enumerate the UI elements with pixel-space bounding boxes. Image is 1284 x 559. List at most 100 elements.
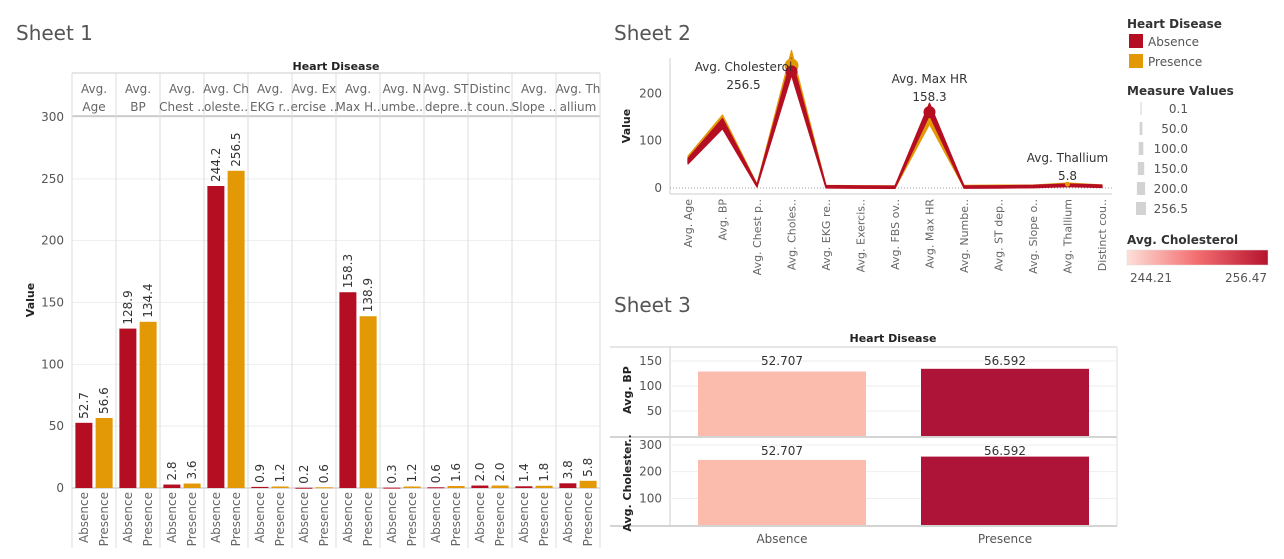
x-tick-label: Avg. Choles.. [786,199,799,270]
x-tick-label: Distinct cou.. [1096,199,1109,271]
bar-value-label: 134.4 [141,283,155,317]
y-tick-label: 150 [41,296,64,310]
x-tick-label: Avg. Thallium [1062,199,1075,274]
x-group-label: Absence [473,492,487,543]
bar-presence [447,486,465,488]
column-header: t coun.. [467,100,512,114]
x-group-label: Presence [141,492,155,546]
x-group-label: Presence [317,492,331,546]
column-header: Max H.. [335,100,380,114]
x-tick-label: Avg. Age [682,199,695,248]
bar-presence [271,486,289,488]
size-label: 256.5 [1154,202,1188,216]
x-category-label: Absence [756,532,807,546]
series-marker [923,106,936,119]
bar-presence [183,483,201,488]
sheet2-ylabel: Value [620,109,633,143]
x-category-label: Presence [978,532,1032,546]
legend-gradient-max: 256.47 [1225,271,1267,285]
bar-absence [471,485,489,488]
y-tick-label: 100 [639,379,662,393]
bar-value-label: 0.9 [253,464,267,483]
bar-presence [359,316,377,488]
bar-presence [921,368,1089,436]
column-header: Chest .. [159,100,205,114]
bar-absence [698,459,866,525]
x-tick-label: Avg. FBS ov.. [889,199,902,270]
size-swatch [1140,102,1142,115]
bar-absence [295,487,313,489]
bar-value-label: 1.4 [517,463,531,482]
column-header: Distinc [469,82,510,96]
x-tick-label: Avg. Slope o.. [1027,199,1040,274]
x-group-label: Absence [429,492,443,543]
column-header: Avg. [257,82,283,96]
legend-gradient-bar [1126,249,1269,266]
bar-label: 56.592 [984,354,1026,368]
column-header: Avg. [345,82,371,96]
annotation-value: 5.8 [1058,169,1077,183]
y-tick-label: 100 [639,491,662,505]
bar-presence [227,170,245,489]
x-group-label: Presence [537,492,551,546]
x-group-label: Absence [253,492,267,543]
size-swatch [1137,162,1145,175]
legend-label: Presence [1148,55,1202,69]
column-header: Avg. Ch [203,82,249,96]
x-tick-label: Avg. EKG re.. [820,199,833,271]
column-header: Avg. [81,82,107,96]
column-header: Avg. Ex [292,82,337,96]
size-label: 100.0 [1154,142,1188,156]
bar-label: 52.707 [761,354,803,368]
bar-value-label: 52.7 [77,392,91,419]
bar-absence [559,483,577,488]
bar-absence [427,487,445,489]
annotation-value: 158.3 [912,90,946,104]
sheet1-title: Sheet 1 [16,21,93,45]
bar-presence [95,418,113,488]
bar-presence [579,480,597,488]
column-header: umbe.. [381,100,423,114]
bar-value-label: 244.2 [209,148,223,182]
bar-value-label: 0.2 [297,465,311,484]
y-tick-label: 300 [41,110,64,124]
bar-value-label: 5.8 [581,458,595,477]
column-header: allium [560,100,597,114]
bar-absence [251,486,269,488]
column-header: Slope .. [512,100,557,114]
x-group-label: Absence [297,492,311,543]
bar-presence [535,485,553,488]
size-swatch [1136,202,1146,215]
y-tick-label: 50 [647,404,662,418]
size-label: 50.0 [1161,122,1188,136]
bar-presence [921,456,1089,525]
bar-value-label: 3.6 [185,460,199,479]
column-header: oleste.. [204,100,248,114]
x-group-label: Absence [209,492,223,543]
x-group-label: Absence [517,492,531,543]
sheet1-header: Heart Disease [293,60,380,73]
column-header: depre.. [425,100,467,114]
x-group-label: Presence [361,492,375,546]
column-header: Avg. N [383,82,422,96]
x-group-label: Absence [341,492,355,543]
y-tick-label: 100 [639,134,662,148]
x-tick-label: Avg. ST dep.. [993,199,1006,271]
bar-value-label: 1.6 [449,463,463,482]
x-group-label: Absence [561,492,575,543]
bar-value-label: 2.0 [473,462,487,481]
bar-absence [339,292,357,488]
y-tick-label: 300 [639,438,662,452]
legend-color-title: Heart Disease [1127,17,1222,31]
size-swatch [1139,122,1143,135]
x-group-label: Absence [385,492,399,543]
column-header: Avg. [521,82,547,96]
size-label: 200.0 [1154,182,1188,196]
bar-value-label: 3.8 [561,460,575,479]
legend-label: Absence [1148,35,1199,49]
sheet2-title: Sheet 2 [614,21,691,45]
bar-absence [119,328,137,488]
x-tick-label: Avg. Numbe.. [958,199,971,273]
bar-presence [139,321,157,488]
